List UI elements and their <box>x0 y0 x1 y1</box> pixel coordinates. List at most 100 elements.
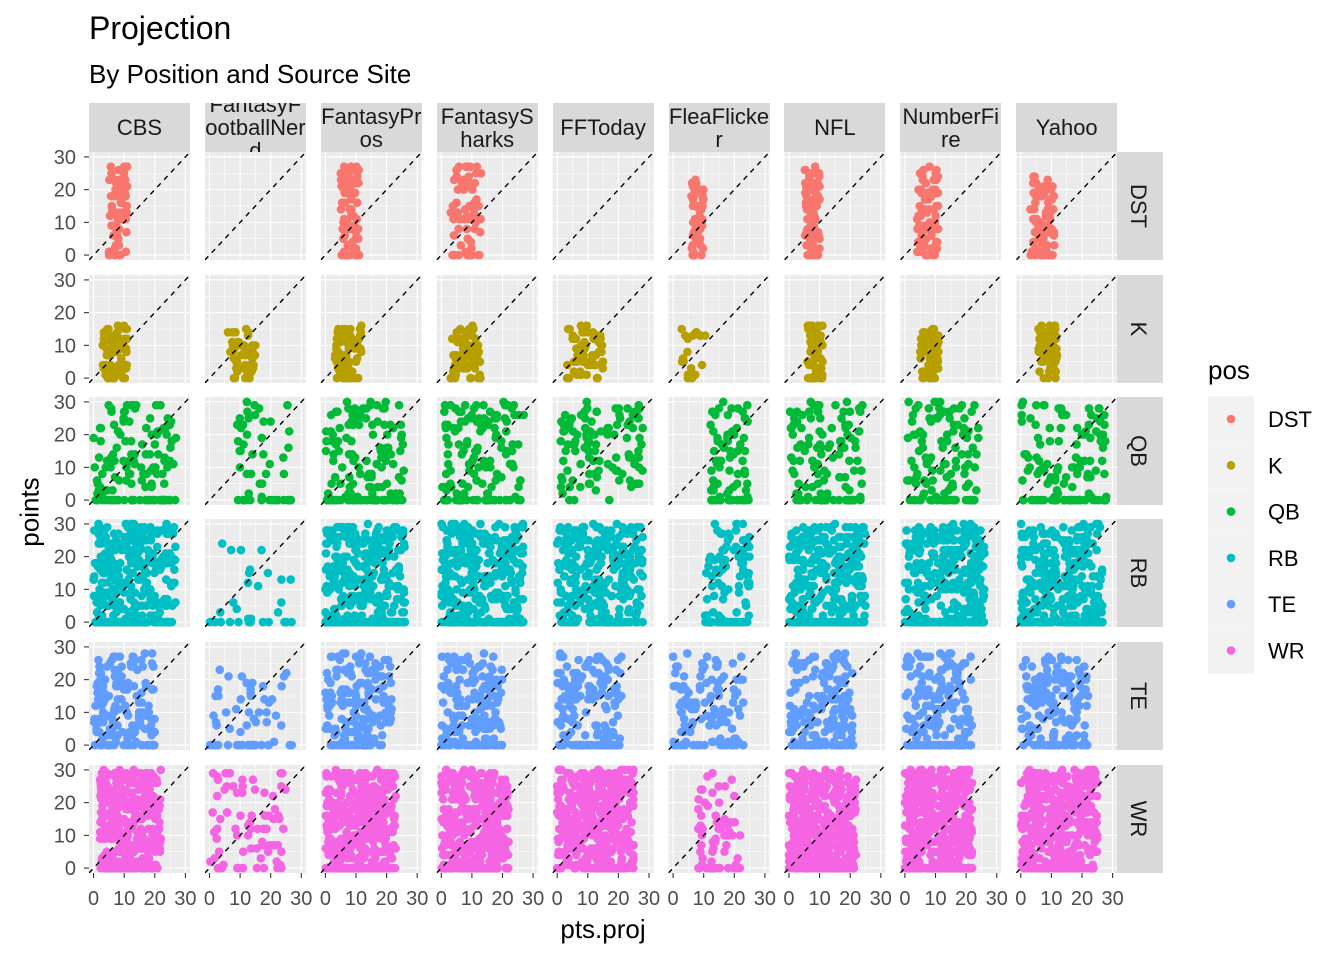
data-point <box>721 617 730 627</box>
data-point <box>740 413 750 423</box>
data-point <box>856 591 865 601</box>
data-point <box>1046 327 1055 337</box>
data-point <box>283 400 292 410</box>
data-point <box>966 558 976 568</box>
data-point <box>857 479 866 489</box>
data-point <box>479 581 489 591</box>
data-point <box>265 459 275 469</box>
reference-line-y-equals-x <box>204 519 306 627</box>
x-tick-label: 20 <box>1071 888 1093 910</box>
data-point <box>354 420 364 430</box>
x-tick-label: 0 <box>552 888 563 910</box>
data-point <box>343 168 353 178</box>
data-point <box>143 545 153 555</box>
data-point <box>634 453 644 462</box>
data-point <box>101 463 111 472</box>
data-point <box>576 459 585 469</box>
data-point <box>119 407 129 417</box>
data-point <box>634 400 644 410</box>
data-point <box>609 430 619 439</box>
data-point <box>243 407 252 417</box>
data-point <box>374 591 384 601</box>
data-point <box>951 463 961 472</box>
data-point <box>508 440 517 449</box>
data-point <box>740 446 750 456</box>
reference-line-y-equals-x <box>552 519 654 627</box>
data-point <box>1017 410 1026 420</box>
data-point <box>449 522 458 532</box>
reference-line-y-equals-x <box>204 152 306 260</box>
data-point <box>1086 410 1096 420</box>
data-point <box>632 535 641 545</box>
data-point <box>615 591 624 601</box>
data-point <box>453 208 463 217</box>
data-point <box>714 404 724 413</box>
data-point <box>953 420 963 430</box>
data-point <box>611 453 621 462</box>
data-point <box>939 562 949 571</box>
data-point <box>379 535 388 545</box>
row-strip-label: RB <box>1126 558 1151 589</box>
data-point <box>932 244 942 253</box>
data-point <box>1049 240 1059 250</box>
data-point <box>479 400 488 410</box>
data-point <box>851 601 860 611</box>
data-point <box>834 594 843 604</box>
panel-DST-FantasyFootballNerd <box>204 152 306 260</box>
data-point <box>924 558 934 568</box>
data-point <box>1046 214 1055 224</box>
x-tick-label: 30 <box>522 888 544 910</box>
data-point <box>860 611 869 620</box>
data-point <box>516 617 526 627</box>
data-point <box>560 539 569 548</box>
data-point <box>707 495 716 505</box>
data-point <box>722 542 731 552</box>
data-point <box>815 545 824 555</box>
data-point <box>690 178 699 188</box>
data-point <box>738 407 747 417</box>
data-point <box>130 459 139 469</box>
data-point <box>707 466 716 475</box>
data-point <box>491 617 501 627</box>
data-point <box>400 542 409 552</box>
data-point <box>975 601 985 611</box>
data-point <box>635 549 644 558</box>
data-point <box>110 221 120 230</box>
data-point <box>798 601 807 611</box>
reference-line-y-equals-x <box>900 275 1002 383</box>
data-point <box>743 492 752 502</box>
data-point <box>456 522 466 532</box>
data-point <box>244 413 253 423</box>
data-point <box>815 440 825 449</box>
x-tick-label: 10 <box>461 888 483 910</box>
data-point <box>946 482 956 492</box>
data-point <box>803 357 812 367</box>
data-point <box>964 459 973 469</box>
data-point <box>917 231 927 240</box>
data-point <box>697 250 706 260</box>
data-point <box>97 578 107 588</box>
data-point <box>142 578 152 588</box>
data-point <box>851 443 860 453</box>
data-point <box>976 526 985 535</box>
data-point <box>786 423 796 433</box>
data-point <box>348 479 358 489</box>
data-point <box>635 433 644 443</box>
data-point <box>739 433 749 443</box>
data-point <box>810 162 820 172</box>
data-point <box>381 456 391 466</box>
data-point <box>397 607 407 617</box>
data-point <box>632 598 642 607</box>
data-point <box>1030 172 1040 181</box>
data-point <box>1027 495 1036 505</box>
reference-line-y-equals-x <box>784 152 886 260</box>
data-point <box>702 594 712 604</box>
data-point <box>216 607 225 617</box>
data-point <box>961 495 971 505</box>
data-point <box>809 208 818 217</box>
data-point <box>133 558 143 568</box>
data-point <box>1029 539 1038 548</box>
data-point <box>364 535 373 545</box>
data-point <box>110 545 120 555</box>
data-point <box>468 185 477 194</box>
